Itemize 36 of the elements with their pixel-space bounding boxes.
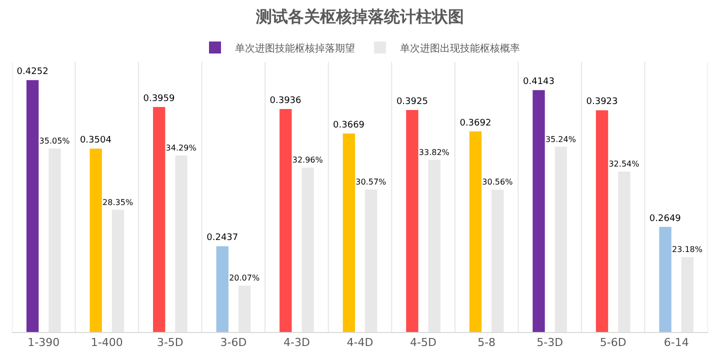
data-label: 30.57% [356,177,387,186]
data-label: 33.82% [418,148,450,157]
legend-label: 单次进图技能枢核掉落期望 [235,42,355,54]
data-label: 32.96% [292,156,324,165]
data-label: 30.56% [482,178,514,187]
x-tick-label: 3-6D [220,336,247,350]
data-label: 0.3923 [586,97,618,108]
data-label: 34.29% [166,143,197,152]
data-label: 0.4252 [16,67,48,78]
x-tick-label: 4-3D [284,336,310,350]
data-label: 0.3669 [333,120,365,130]
x-tick-label: 3-5D [156,336,184,350]
data-label: 0.2437 [206,233,238,244]
x-tick-label: 1-390 [28,336,60,350]
data-label: 0.3504 [80,136,112,146]
data-label: 0.4143 [523,77,554,88]
data-label: 0.3925 [396,97,428,108]
data-label: 32.54% [608,159,640,168]
x-tick-label: 6-14 [664,336,689,350]
data-label: 0.3959 [143,94,175,104]
x-tick-label: 5-8 [478,336,496,350]
data-label: 23.18% [672,245,703,254]
x-tick-label: 5-6D [600,336,626,350]
data-label: 35.24% [545,134,576,144]
x-tick-label: 4-5D [410,336,436,350]
data-label: 28.35% [102,198,134,207]
chart-title: 测试各关枢核掉落统计柱状图 [255,7,464,26]
legend-label: 单次进图出现技能枢核概率 [400,42,520,54]
data-label: 0.3692 [460,118,492,128]
x-tick-label: 4-4D [346,336,374,350]
data-label: 0.3936 [270,96,302,106]
x-tick-label: 5-3D [536,336,564,350]
x-tick-label: 1-400 [90,336,123,350]
data-label: 0.2649 [649,214,682,224]
data-label: 20.07% [229,274,260,283]
data-label: 35.05% [39,136,70,146]
